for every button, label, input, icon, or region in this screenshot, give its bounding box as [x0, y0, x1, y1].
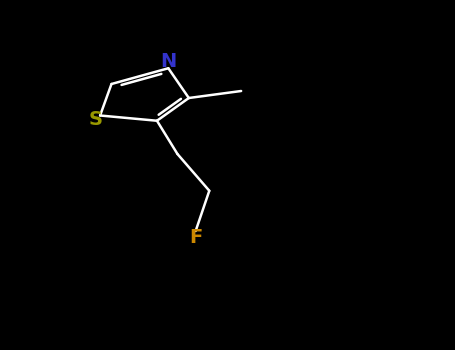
- Text: N: N: [160, 52, 177, 71]
- Text: S: S: [89, 110, 102, 129]
- Text: F: F: [189, 228, 202, 247]
